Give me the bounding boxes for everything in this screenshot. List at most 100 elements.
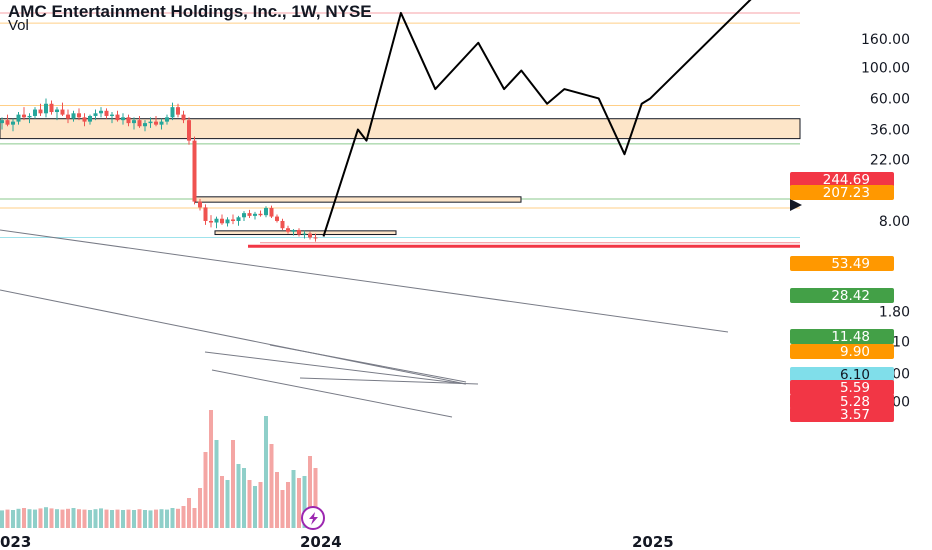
price-badge-label: 3.57 [840,407,870,423]
candle-body [55,109,59,113]
volume-bar [181,506,186,528]
trendline-1 [0,289,467,385]
volume-bar [55,509,59,528]
price-badge-9.90 [790,344,894,359]
candle-body [11,121,15,125]
candle-body [258,213,263,216]
volume-bar [275,472,279,528]
candle-body [275,216,279,221]
projection-path [322,0,752,237]
candle-body [192,140,197,202]
trendline-3 [269,344,467,383]
volume-bar [198,488,202,528]
price-badge-5.28 [790,394,894,409]
candle-body [225,219,230,224]
date-tick: 023 [0,533,31,550]
candle-body [148,121,153,124]
candle-body [16,114,21,122]
candle-body [115,114,120,121]
volume-bar [11,510,15,528]
candle-body [143,123,147,127]
candle-body [253,213,257,216]
volume-bar [170,508,175,528]
candle-body [176,107,180,115]
date-tick: 2024 [300,533,342,550]
volume-bar [148,510,153,528]
candlesticks [0,98,318,242]
volume-bar [44,507,48,528]
candle-body [22,114,26,118]
volume-bar [297,478,301,528]
candle-body [82,117,87,122]
volume-bar [308,456,312,528]
candle-body [170,107,175,118]
trendline-4 [211,369,453,418]
trendline-0 [0,229,729,333]
volume-bar [176,508,180,528]
candle-body [220,218,224,224]
volume-bar [93,509,98,528]
volume-bar [165,509,169,528]
volume-bar [313,468,318,528]
volume-bar [192,508,197,528]
volume-bar [0,510,4,528]
lightning-icon [309,512,318,525]
volume-bar [280,490,285,528]
price-badge-11.48 [790,329,894,344]
chart-title: AMC Entertainment Holdings, Inc., 1W, NY… [8,2,372,21]
candle-body [159,121,164,125]
candle-body [231,219,235,221]
volume-bar [99,508,103,528]
volume-bar [82,509,87,528]
volume-bar [104,509,109,528]
date-tick: 2025 [632,533,674,550]
price-tick: 8.00 [879,214,910,230]
candle-body [242,213,246,218]
candle-body [88,115,92,122]
price-badge-244.69 [790,172,894,187]
price-badge-53.49 [790,256,894,271]
candle-body [297,229,301,235]
candle-body [38,109,43,114]
candle-body [93,113,98,116]
price-badge-label: 53.49 [831,256,870,272]
candle-body [132,120,136,124]
flash-icon[interactable] [301,506,325,530]
trendline-2 [204,351,467,385]
price-tick: 1.80 [879,305,910,321]
time-axis[interactable]: 023 2024 2025 [0,533,674,550]
price-tick: 100.00 [861,60,910,76]
volume-bar [209,410,213,528]
volume-bar [132,510,136,528]
price-badge-label: 6.10 [840,367,870,383]
candle-body [280,220,285,229]
volume-bar [137,509,142,528]
volume-label: Vol [8,17,29,34]
volume-bar [264,416,268,528]
volume-bar [49,508,54,528]
volume-bar [22,508,26,528]
candle-body [203,207,208,221]
candle-body [291,229,296,232]
candle-body [198,201,202,208]
candle-body [286,228,290,232]
zone-0 [0,118,801,140]
candle-body [187,120,191,141]
volume-bar [60,509,65,528]
volume-bar [27,509,32,528]
volume-bar [253,486,257,528]
price-badge-label: 207.23 [823,185,870,201]
price-badge-label: 244.69 [823,172,870,188]
price-badge-label: 5.28 [840,394,870,410]
candle-body [264,208,268,216]
volume-bar [88,510,92,528]
volume-bar [33,509,37,528]
volume-bar [154,509,158,528]
candle-body [313,237,318,239]
volume-bar [38,508,43,528]
candle-body [121,117,125,121]
volume-bar [187,498,191,528]
volume-bars [0,410,318,528]
